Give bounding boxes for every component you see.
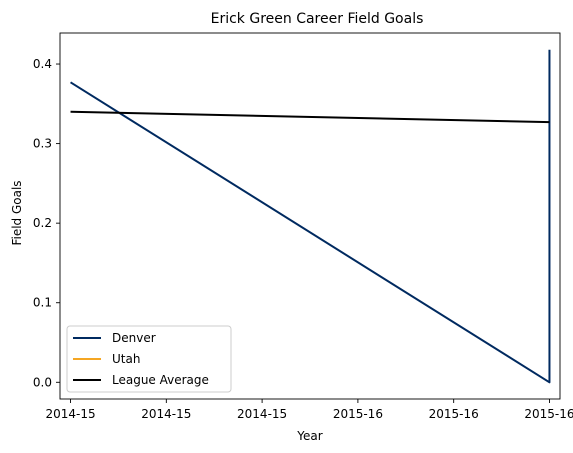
y-tick-label: 0.2 (33, 216, 52, 230)
x-tick-label: 2014-15 (45, 407, 95, 421)
x-tick-label: 2014-15 (237, 407, 287, 421)
y-tick-label: 0.1 (33, 296, 52, 310)
chart-title: Erick Green Career Field Goals (211, 11, 424, 27)
legend-label: Denver (112, 331, 156, 345)
plot-frame (59, 32, 561, 400)
legend: Denver Utah League Average (66, 325, 232, 393)
legend-box (66, 325, 232, 393)
y-tick-label: 0.3 (33, 137, 52, 151)
legend-label: Utah (112, 352, 140, 366)
x-tick-label: 2015-16 (333, 407, 383, 421)
x-axis-ticks: 2014-15 2014-15 2014-15 2015-16 2015-16 2015-… (45, 399, 573, 421)
y-tick-label: 0.4 (33, 57, 52, 71)
x-tick-label: 2015-16 (429, 407, 479, 421)
y-tick-label: 0.0 (33, 375, 52, 389)
y-axis-ticks: 0.0 0.1 0.2 0.3 0.4 (33, 57, 60, 389)
x-axis-label: Year (296, 429, 322, 443)
series-layer (70, 49, 551, 384)
legend-label: League Average (112, 373, 209, 387)
x-tick-label: 2014-15 (141, 407, 191, 421)
x-tick-label: 2015-16 (524, 407, 573, 421)
series-line-1 (70, 49, 551, 384)
series-line-3 (70, 110, 550, 124)
y-axis-label: Field Goals (10, 180, 24, 245)
